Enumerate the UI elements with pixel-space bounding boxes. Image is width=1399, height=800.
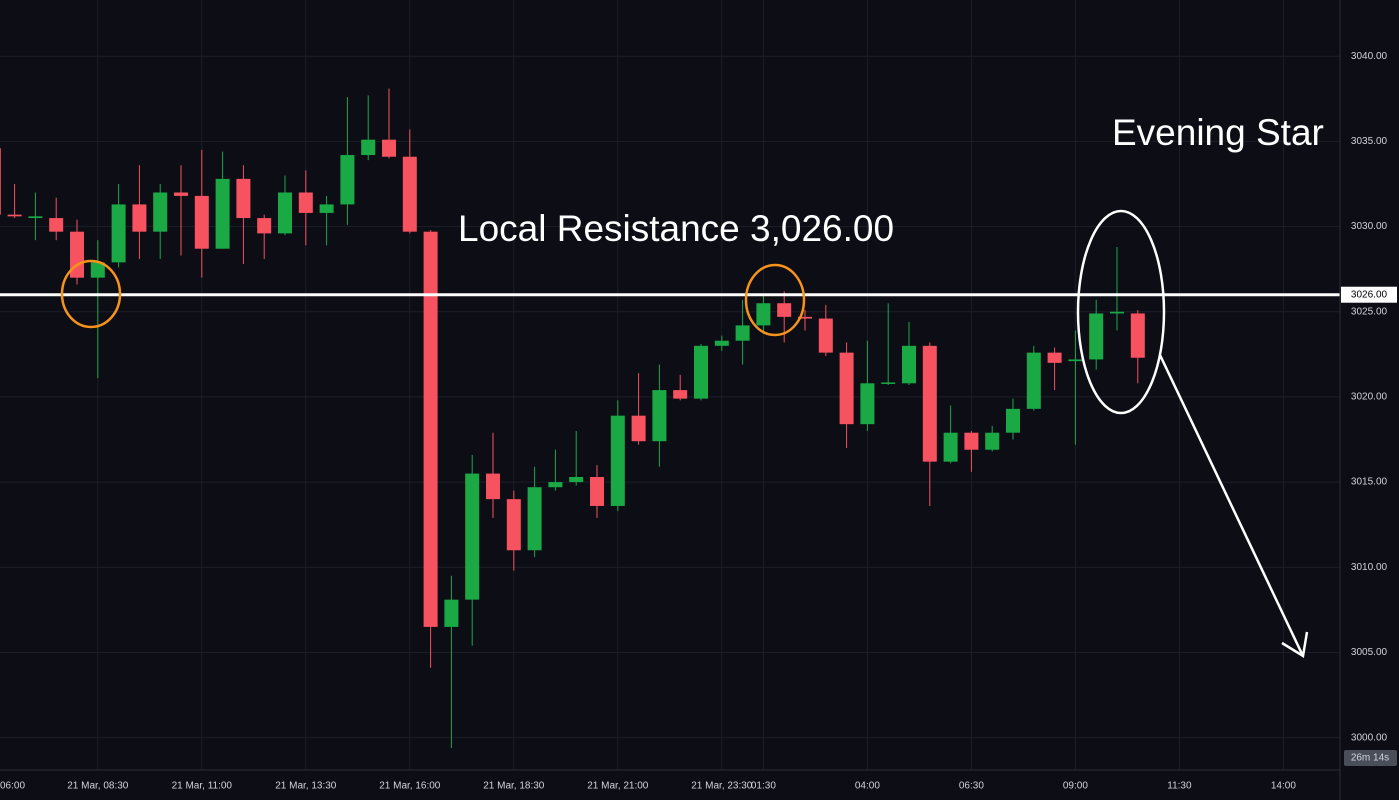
- countdown: 26m 14s: [1351, 753, 1389, 764]
- candle-body: [340, 155, 355, 205]
- candle-body: [860, 383, 875, 425]
- candle-body: [610, 415, 625, 506]
- countdown-box: [1344, 750, 1397, 766]
- candle-body: [777, 303, 792, 317]
- y-tick-label: 3000.00: [1351, 732, 1388, 743]
- candle-body: [194, 195, 209, 249]
- highlight-circle: [1076, 209, 1166, 415]
- y-tick-label: 3025.00: [1351, 306, 1388, 317]
- candle-body: [49, 218, 64, 232]
- candle-body: [839, 352, 854, 425]
- candle-body: [153, 192, 168, 232]
- candle-body: [486, 473, 500, 500]
- candle-body: [298, 192, 313, 213]
- highlight-circle: [744, 263, 806, 337]
- candle-body: [70, 231, 84, 278]
- arrow: [1158, 354, 1304, 655]
- x-tick-label: 01:30: [751, 781, 776, 792]
- candle-body: [798, 316, 812, 319]
- x-tick-label: 21 Mar, 18:30: [483, 781, 545, 792]
- candle-body: [652, 390, 667, 442]
- candle-body: [756, 303, 771, 326]
- candle-body: [1130, 313, 1145, 358]
- x-tick-label: 14:00: [1271, 781, 1296, 792]
- candle-body: [694, 345, 708, 399]
- candles: [0, 88, 1145, 748]
- candle-body: [319, 204, 334, 213]
- candle-body: [28, 216, 43, 219]
- annotation: Evening Star: [1112, 112, 1324, 153]
- candle-body: [590, 476, 604, 506]
- candle-body: [444, 599, 459, 627]
- candle-body: [0, 148, 1, 215]
- x-tick-label: 21 Mar, 11:00: [172, 781, 233, 792]
- candle-body: [132, 204, 147, 232]
- candle-body: [527, 487, 542, 551]
- candle-body: [423, 231, 438, 627]
- annotation: Local Resistance 3,026.00: [458, 208, 894, 249]
- x-tick-label: 11:30: [1167, 781, 1192, 792]
- x-tick-label: 06:00: [0, 781, 25, 792]
- candle-body: [1047, 352, 1062, 363]
- y-tick-label: 3015.00: [1351, 477, 1388, 488]
- candle-body: [902, 345, 916, 384]
- candle-body: [1006, 408, 1020, 433]
- candle-body: [278, 192, 292, 234]
- y-tick-label: 3010.00: [1351, 562, 1388, 573]
- candle-body: [673, 390, 688, 399]
- candle-body: [382, 139, 396, 157]
- x-tick-label: 21 Mar, 23:30: [691, 781, 753, 792]
- candle-body: [548, 482, 563, 488]
- x-tick-label: 21 Mar, 08:30: [67, 781, 129, 792]
- candle-body: [215, 178, 230, 249]
- candle-body: [174, 192, 188, 196]
- candle-body: [1026, 352, 1041, 409]
- candle-body: [631, 415, 646, 442]
- x-tick-label: 21 Mar, 21:00: [587, 781, 649, 792]
- arrow-head: [1281, 631, 1309, 659]
- candle-body: [236, 178, 251, 219]
- candle-body: [735, 325, 750, 341]
- candle-body: [943, 432, 958, 462]
- candle-body: [90, 262, 105, 278]
- candle-body: [922, 345, 937, 462]
- candle-body: [964, 432, 979, 450]
- candle-body: [881, 382, 896, 384]
- candle-body: [465, 473, 480, 600]
- x-tick-label: 09:00: [1063, 781, 1088, 792]
- x-tick-label: 21 Mar, 13:30: [275, 781, 337, 792]
- candle-body: [985, 432, 1000, 450]
- candle-body: [361, 139, 376, 156]
- x-tick-label: 04:00: [855, 781, 880, 792]
- candle-body: [111, 204, 126, 263]
- x-tick-label: 21 Mar, 16:00: [379, 781, 441, 792]
- y-tick-label: 3005.00: [1351, 647, 1388, 658]
- candle-body: [1068, 359, 1083, 362]
- candle-body: [714, 340, 729, 346]
- candle-body: [1089, 313, 1104, 360]
- candle-body: [257, 218, 272, 234]
- highlight-circle: [60, 259, 122, 329]
- resistance-label-box: [1341, 286, 1397, 303]
- resistance-label: 3026.00: [1351, 289, 1388, 300]
- y-tick-label: 3035.00: [1351, 136, 1388, 147]
- candle-body: [569, 476, 584, 483]
- candle-body: [1110, 311, 1124, 314]
- candle-body: [402, 156, 417, 232]
- y-tick-label: 3040.00: [1351, 51, 1388, 62]
- candle-body: [506, 499, 521, 551]
- x-tick-label: 06:30: [959, 781, 984, 792]
- candle-body: [7, 214, 22, 217]
- candle-body: [818, 318, 833, 353]
- y-tick-label: 3030.00: [1351, 221, 1388, 232]
- y-tick-label: 3020.00: [1351, 392, 1388, 403]
